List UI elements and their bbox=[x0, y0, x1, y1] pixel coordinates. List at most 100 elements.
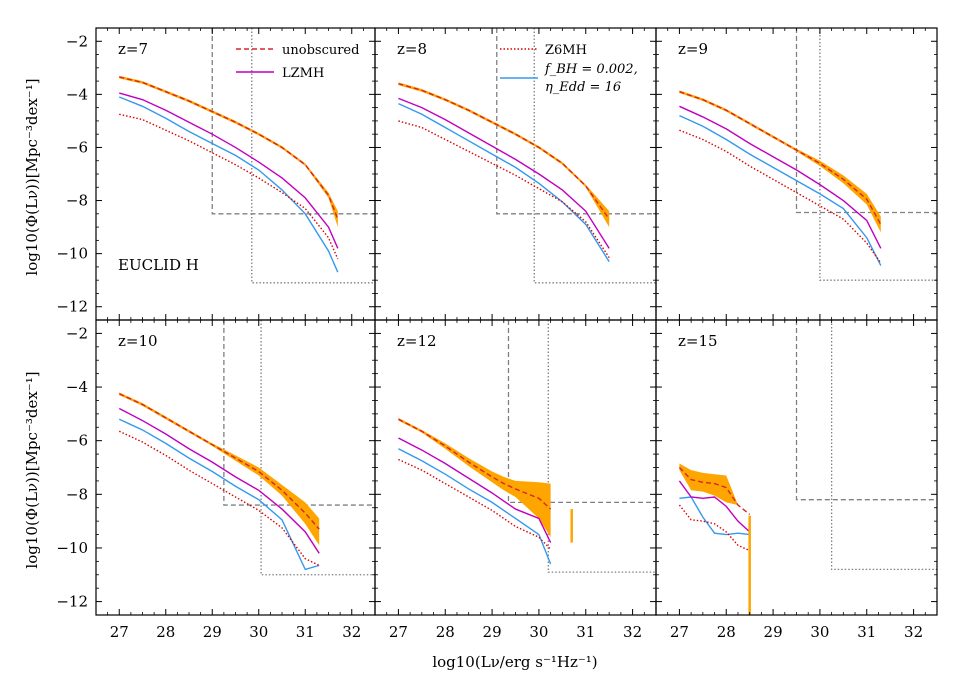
panel-z=7: −2 −4 −6 −8 −10 −12 z=7 bbox=[56, 27, 376, 321]
legend-label-fbh-2: η_Edd = 16 bbox=[545, 80, 621, 95]
y-axis-label-bottom: log10(Φ(Lν))[Mpc⁻³dex⁻¹] bbox=[23, 371, 41, 568]
detection-limit-dotted bbox=[830, 320, 937, 571]
series-line-fbh bbox=[679, 496, 750, 536]
x-tick-label: 27 bbox=[389, 623, 408, 641]
legend-label-z6mh: Z6MH bbox=[545, 43, 587, 58]
series-line-z6mh bbox=[398, 120, 610, 259]
unobscured-uncertainty-band bbox=[119, 392, 320, 546]
series-line-fbh bbox=[118, 96, 339, 273]
x-tick-label: 31 bbox=[576, 623, 595, 641]
y-tick-label: −10 bbox=[56, 245, 88, 263]
series-line-unobscured bbox=[678, 467, 751, 515]
panel-frame bbox=[95, 319, 376, 616]
series-line-unobscured bbox=[119, 76, 339, 220]
series-line-unobscured bbox=[118, 393, 320, 530]
unobscured-uncertainty-band bbox=[398, 417, 551, 538]
y-tick-label: −4 bbox=[66, 378, 88, 396]
detection-limit-dashed bbox=[795, 28, 937, 214]
x-tick-label: 27 bbox=[110, 623, 129, 641]
detection-limit-dashed bbox=[223, 320, 375, 506]
plot-area bbox=[118, 320, 375, 576]
panel-frame bbox=[95, 27, 376, 321]
panel-z=12: 27 28 29 30 31 32 z=12 bbox=[374, 319, 657, 641]
series-line-lzmh bbox=[398, 437, 552, 543]
x-tick-label: 29 bbox=[203, 623, 222, 641]
x-tick-label: 28 bbox=[436, 623, 455, 641]
detection-limit-dashed bbox=[795, 320, 937, 501]
x-tick-label: 30 bbox=[810, 623, 829, 641]
y-axis-label-top: log10(Φ(Lν))[Mpc⁻³dex⁻¹] bbox=[23, 78, 41, 275]
legend-label-unobscured: unobscured bbox=[282, 43, 359, 58]
survey-label: EUCLID H bbox=[118, 256, 199, 274]
legend-label-fbh-1: f_BH = 0.002, bbox=[544, 62, 638, 77]
x-tick-label: 32 bbox=[623, 623, 642, 641]
x-tick-label: 29 bbox=[764, 623, 783, 641]
panel-z=10: 27 28 29 30 31 32 −2 −4 −6 −8 −10 −12 z=10 bbox=[56, 319, 376, 641]
panel-label: z=10 bbox=[118, 332, 158, 350]
y-tick-label: −12 bbox=[56, 593, 88, 611]
panel-label: z=12 bbox=[397, 332, 437, 350]
y-tick-label: −6 bbox=[66, 432, 88, 450]
series-line-lzmh bbox=[119, 92, 339, 249]
series-line-lzmh bbox=[398, 97, 610, 249]
panel-label: z=8 bbox=[397, 40, 427, 58]
x-tick-label: 27 bbox=[670, 623, 689, 641]
y-tick-label: −12 bbox=[56, 298, 88, 316]
legend-lower: Z6MH f_BH = 0.002, η_Edd = 16 bbox=[500, 43, 638, 95]
series-line-z6mh bbox=[118, 430, 320, 567]
detection-limit-dashed bbox=[507, 320, 656, 504]
panel-z=9: z=9 bbox=[655, 27, 938, 321]
panel-label: z=9 bbox=[678, 40, 708, 58]
x-tick-label: 31 bbox=[296, 623, 315, 641]
series-line-z6mh bbox=[119, 113, 339, 260]
legend-label-lzmh: LZMH bbox=[282, 66, 324, 81]
x-tick-label: 31 bbox=[857, 623, 876, 641]
unobscured-uncertainty-band bbox=[398, 82, 610, 228]
y-tick-label: −4 bbox=[66, 85, 88, 103]
plot-area bbox=[118, 28, 375, 284]
panel-frame bbox=[374, 319, 657, 616]
y-tick-label: −6 bbox=[66, 138, 88, 156]
panel-label: z=15 bbox=[678, 332, 718, 350]
series-line-unobscured bbox=[398, 83, 610, 220]
y-tick-label: −8 bbox=[66, 485, 88, 503]
series-line-lzmh bbox=[678, 480, 751, 533]
series-line-fbh bbox=[398, 103, 610, 262]
x-tick-label: 30 bbox=[249, 623, 268, 641]
x-tick-label: 29 bbox=[483, 623, 502, 641]
x-tick-label: 32 bbox=[342, 623, 361, 641]
detection-limit-dotted bbox=[533, 28, 656, 284]
panel-label: z=7 bbox=[118, 40, 148, 58]
detection-limit-dashed bbox=[211, 28, 375, 215]
panel-z=15: 27 28 29 30 31 32 z=15 bbox=[655, 319, 938, 641]
x-axis-label: log10(Lν/erg s⁻¹Hz⁻¹) bbox=[432, 653, 597, 671]
x-tick-label: 28 bbox=[717, 623, 736, 641]
x-tick-label: 30 bbox=[529, 623, 548, 641]
series-line-lzmh bbox=[679, 105, 882, 249]
y-tick-label: −10 bbox=[56, 539, 88, 557]
detection-limit-dotted bbox=[251, 28, 375, 284]
series-line-fbh bbox=[118, 418, 320, 571]
detection-limit-dotted bbox=[819, 28, 937, 281]
plot-area bbox=[678, 320, 937, 615]
legend-upper: unobscured LZMH bbox=[236, 43, 359, 81]
y-tick-label: −2 bbox=[66, 32, 88, 50]
series-line-z6mh bbox=[679, 129, 882, 264]
plot-area bbox=[679, 28, 937, 281]
plot-area bbox=[398, 28, 656, 284]
series-line-lzmh bbox=[118, 407, 320, 554]
detection-limit-dotted bbox=[547, 320, 656, 573]
series-line-z6mh bbox=[678, 504, 750, 552]
series-line-unobscured bbox=[398, 418, 552, 510]
unobscured-uncertainty-band bbox=[679, 463, 750, 515]
series-line-unobscured bbox=[679, 91, 882, 225]
x-tick-label: 32 bbox=[904, 623, 923, 641]
y-tick-label: −8 bbox=[66, 192, 88, 210]
x-tick-label: 28 bbox=[156, 623, 175, 641]
detection-limit-dotted bbox=[260, 320, 375, 576]
series-line-fbh bbox=[679, 114, 882, 266]
plot-area bbox=[398, 320, 656, 573]
y-tick-label: −2 bbox=[66, 324, 88, 342]
series-line-fbh bbox=[398, 448, 552, 565]
